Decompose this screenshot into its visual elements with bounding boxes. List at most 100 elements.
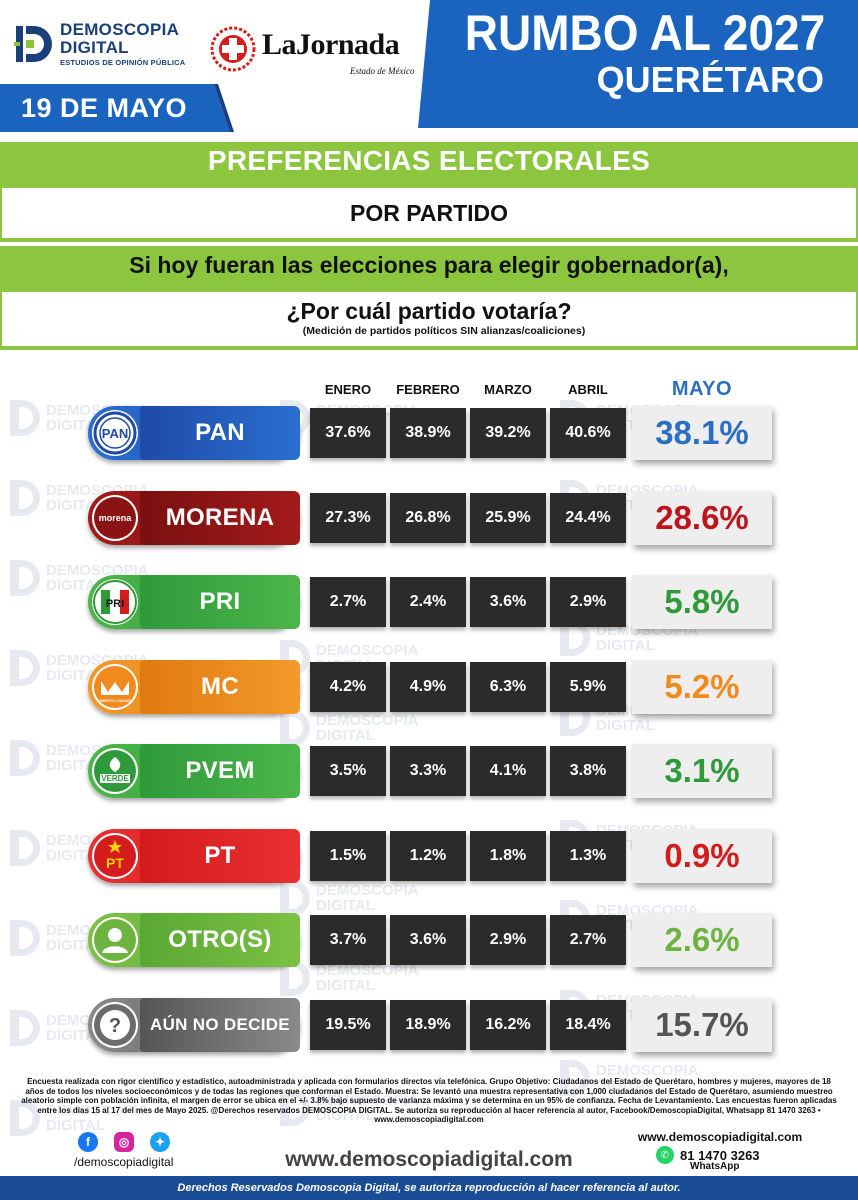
party-label-bg — [140, 744, 300, 798]
value-cell-abril: 3.8% — [550, 746, 626, 796]
party-name: PVEM — [185, 757, 255, 784]
value-cell-mayo: 15.7% — [632, 997, 772, 1052]
column-header-febrero: FEBRERO — [396, 382, 460, 397]
value-cell-marzo: 1.8% — [470, 830, 546, 881]
value-cell-marzo: 4.1% — [470, 746, 546, 796]
question-box — [0, 290, 858, 348]
header-title: RUMBO AL 2027 QUERÉTARO — [440, 8, 850, 98]
party-logo-otro-s-icon — [92, 917, 138, 963]
svg-text:PT: PT — [106, 855, 124, 871]
demoscopia-logo: DEMOSCOPIA DIGITAL ESTUDIOS DE OPINIÓN P… — [14, 16, 204, 72]
party-name: PT — [204, 841, 236, 869]
value-cell-mayo: 2.6% — [632, 913, 772, 967]
value-cell-febrero: 2.4% — [390, 577, 466, 627]
party-label-bg — [140, 997, 300, 1052]
value-cell-abril: 40.6% — [550, 408, 626, 458]
party-name: PRI — [199, 588, 241, 615]
table-row-pri: PRI PRI 2.7% 2.4% 3.6% 2.9% 5.8% — [0, 571, 858, 647]
website-link[interactable]: www.demoscopiadigital.com — [285, 1148, 573, 1171]
column-header-mayo: MAYO — [671, 378, 733, 400]
twitter-icon[interactable]: ✦ — [150, 1132, 170, 1152]
value-cell-abril: 5.9% — [550, 661, 626, 712]
social-handle[interactable]: /demoscopiadigital — [74, 1155, 174, 1169]
value-cell-mayo: 5.2% — [632, 659, 772, 714]
column-header-abril: ABRIL — [568, 382, 608, 397]
section-subtitle-box — [0, 186, 858, 240]
section-subtitle: POR PARTIDO — [349, 200, 509, 226]
party-label-bg — [140, 575, 300, 629]
value-cell-enero: 37.6% — [310, 408, 386, 458]
value-cell-mayo: 5.8% — [632, 575, 772, 629]
svg-text:MOVIMIENTO CIUDADANO: MOVIMIENTO CIUDADANO — [92, 699, 138, 703]
svg-text:PAN: PAN — [102, 426, 128, 441]
value-cell-mayo: 28.6% — [632, 490, 772, 545]
party-label-bg — [140, 659, 300, 714]
party-logo-mc-icon: MOVIMIENTO CIUDADANO — [92, 663, 138, 710]
value-cell-marzo: 3.6% — [470, 577, 546, 627]
table-row-otro-s: OTRO(S) 3.7% 3.6% 2.9% 2.7% 2.6% — [0, 909, 858, 985]
partner-sub: Estado de México — [350, 66, 415, 76]
party-logo-pvem-icon: VERDE — [92, 748, 138, 794]
value-cell-enero: 3.5% — [310, 746, 386, 796]
svg-text:PRI: PRI — [106, 598, 124, 610]
value-cell-mayo: 3.1% — [632, 744, 772, 798]
question-note: (Medición de partidos políticos SIN alia… — [302, 325, 586, 337]
table-row-pt: PT PT 1.5% 1.2% 1.8% 1.3% 0.9% — [0, 825, 858, 901]
party-name: PAN — [195, 419, 245, 446]
value-cell-marzo: 39.2% — [470, 408, 546, 458]
value-cell-mayo: 38.1% — [632, 406, 772, 460]
value-cell-febrero: 1.2% — [390, 830, 466, 881]
party-logo-a-n-no-decide-icon: ? — [92, 1001, 138, 1048]
party-label-bg — [140, 406, 300, 460]
value-cell-marzo: 16.2% — [470, 999, 546, 1050]
svg-text:morena: morena — [99, 513, 133, 523]
partner-name: LaJornada — [262, 28, 400, 61]
party-name: MORENA — [165, 503, 275, 531]
column-header-marzo: MARZO — [484, 382, 532, 397]
date-badge: 19 DE MAYO — [20, 92, 188, 123]
svg-text:VERDE: VERDE — [101, 774, 129, 783]
social-icons: f ◎ ✦ — [78, 1132, 170, 1152]
facebook-icon[interactable]: f — [78, 1132, 98, 1152]
whatsapp-contact[interactable]: ✆ 81 1470 3263 — [656, 1146, 760, 1164]
instagram-icon[interactable]: ◎ — [114, 1132, 134, 1152]
rights-bar: Derechos Reservados Demoscopia Digital, … — [0, 1176, 858, 1200]
table-row-pvem: VERDE PVEM 3.5% 3.3% 4.1% 3.8% 3.1% — [0, 740, 858, 816]
brand-line2: DIGITAL — [60, 38, 129, 58]
value-cell-enero: 1.5% — [310, 830, 386, 881]
party-name: AÚN NO DECIDE — [150, 1014, 290, 1034]
brand-tagline: ESTUDIOS DE OPINIÓN PÚBLICA — [60, 58, 186, 68]
table-row-a-n-no-decide: ? AÚN NO DECIDE 19.5% 18.9% 16.2% 18.4% 15.7% — [0, 994, 858, 1070]
title-line2: QUERÉTARO — [596, 59, 824, 100]
value-cell-abril: 1.3% — [550, 830, 626, 881]
party-label-bg — [140, 490, 300, 545]
party-label-bg — [140, 913, 300, 967]
question-line2: ¿Por cuál partido votaría? — [286, 298, 572, 324]
section-title: PREFERENCIAS ELECTORALES — [207, 145, 651, 176]
value-cell-enero: 19.5% — [310, 999, 386, 1050]
website-small[interactable]: www.demoscopiadigital.com — [637, 1130, 803, 1144]
value-cell-febrero: 3.6% — [390, 915, 466, 965]
value-cell-febrero: 26.8% — [390, 492, 466, 543]
header-background — [0, 0, 858, 132]
value-cell-enero: 2.7% — [310, 577, 386, 627]
value-cell-mayo: 0.9% — [632, 828, 772, 883]
svg-text:?: ? — [109, 1015, 121, 1037]
value-cell-febrero: 4.9% — [390, 661, 466, 712]
value-cell-abril: 2.7% — [550, 915, 626, 965]
column-header-enero: ENERO — [324, 382, 372, 397]
value-cell-enero: 4.2% — [310, 661, 386, 712]
party-logo-pri-icon: PRI — [92, 579, 138, 625]
table-row-mc: MOVIMIENTO CIUDADANO MC 4.2% 4.9% 6.3% 5.9% 5.… — [0, 656, 858, 732]
brand-line1: DEMOSCOPIA — [60, 20, 180, 40]
value-cell-marzo: 6.3% — [470, 661, 546, 712]
question-line1: Si hoy fueran las elecciones para elegir… — [129, 252, 729, 278]
demoscopia-d-icon — [14, 26, 52, 62]
party-name: MC — [201, 672, 239, 700]
value-cell-febrero: 18.9% — [390, 999, 466, 1050]
header: DEMOSCOPIA DIGITAL ESTUDIOS DE OPINIÓN P… — [0, 0, 858, 140]
la-jornada-seal-icon — [210, 26, 256, 72]
whatsapp-number: 81 1470 3263 — [680, 1147, 760, 1163]
table-row-morena: morena MORENA 27.3% 26.8% 25.9% 24.4% 28.6% — [0, 487, 858, 563]
la-jornada-logo: LaJornada Estado de México — [210, 22, 420, 78]
